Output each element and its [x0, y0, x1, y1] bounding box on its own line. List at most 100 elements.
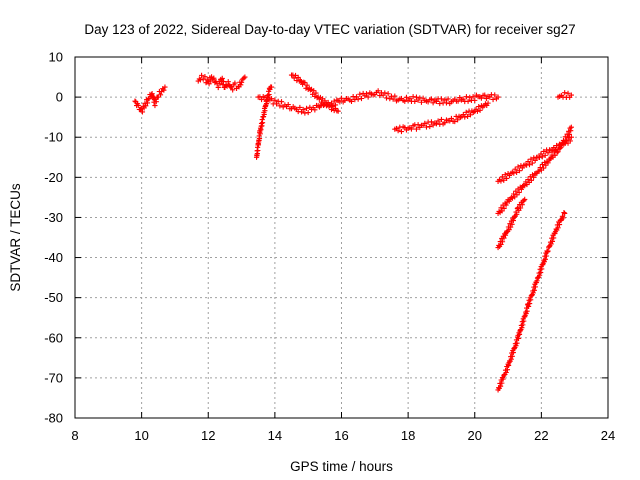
data-point — [266, 91, 272, 98]
data-point — [528, 177, 534, 183]
data-point — [536, 154, 543, 160]
data-point — [529, 160, 535, 166]
data-point — [555, 149, 561, 155]
data-point — [556, 221, 563, 228]
data-point — [539, 154, 545, 160]
data-point — [515, 335, 522, 342]
data-point — [217, 81, 223, 87]
data-point — [568, 92, 574, 98]
data-point — [330, 103, 336, 109]
data-point — [385, 91, 391, 97]
data-point — [538, 270, 544, 276]
data-point — [509, 353, 515, 359]
data-point — [144, 100, 151, 106]
grid — [75, 57, 608, 418]
data-point — [427, 123, 433, 130]
x-tick-label: 16 — [334, 428, 348, 443]
data-point — [538, 151, 544, 157]
data-point — [542, 256, 549, 262]
chart-title: Day 123 of 2022, Sidereal Day-to-day VTE… — [84, 22, 575, 37]
data-point — [498, 205, 504, 211]
data-point — [408, 126, 415, 132]
series-sat-j — [495, 196, 528, 251]
data-point — [502, 172, 508, 178]
data-point — [508, 224, 514, 230]
data-point — [514, 340, 520, 346]
x-tick-label: 8 — [71, 428, 78, 443]
data-point — [428, 119, 435, 125]
data-point — [482, 92, 488, 98]
data-point — [504, 175, 510, 182]
y-axis-label: SDTVAR / TECUs — [8, 183, 23, 292]
plot-frame — [74, 56, 609, 419]
data-point — [328, 106, 335, 113]
data-point — [537, 272, 543, 278]
data-point — [303, 105, 310, 111]
data-point — [508, 194, 514, 201]
data-point — [358, 95, 365, 102]
x-tick-label: 10 — [134, 428, 148, 443]
data-point — [257, 131, 263, 137]
data-point — [335, 108, 341, 114]
series-sat-e — [288, 72, 341, 114]
data-point — [545, 160, 551, 166]
data-point — [467, 94, 473, 100]
data-point — [510, 217, 516, 224]
data-point — [485, 100, 491, 106]
y-tick-label: 10 — [49, 50, 63, 65]
data-point — [413, 94, 420, 100]
data-point — [492, 92, 498, 98]
data-point — [499, 380, 505, 386]
data-point — [503, 369, 509, 376]
series-sat-k — [495, 209, 568, 393]
y-tick-label: -80 — [44, 411, 63, 426]
data-point — [519, 165, 525, 171]
data-point — [392, 93, 398, 99]
series-sat-b — [195, 72, 248, 93]
x-tick-label: 12 — [201, 428, 215, 443]
data-point — [525, 176, 531, 183]
data-point — [455, 98, 461, 104]
data-point — [272, 97, 278, 103]
data-point — [522, 196, 528, 202]
data-point — [531, 287, 537, 293]
data-point — [527, 300, 533, 307]
data-point — [504, 367, 511, 373]
data-point — [238, 79, 245, 85]
data-point — [297, 78, 304, 84]
data-point — [523, 311, 529, 317]
data-point — [530, 290, 536, 296]
data-point — [495, 94, 501, 100]
data-point — [403, 94, 410, 100]
x-axis-label: GPS time / hours — [290, 459, 393, 474]
data-point — [566, 131, 572, 138]
data-point — [465, 113, 471, 120]
data-point — [443, 100, 450, 106]
data-point — [442, 97, 448, 103]
data-point — [382, 90, 388, 96]
y-tick-label: -20 — [44, 170, 63, 185]
data-point — [383, 95, 390, 101]
data-point — [395, 128, 401, 134]
data-point — [259, 120, 266, 126]
series-sat-f — [392, 100, 491, 135]
x-tick-label: 24 — [601, 428, 615, 443]
y-tick-label: -50 — [44, 290, 63, 305]
data-point — [561, 209, 567, 216]
data-point — [499, 174, 505, 180]
data-point — [211, 75, 217, 81]
data-point — [292, 72, 299, 79]
data-point — [327, 102, 333, 108]
data-point — [307, 87, 314, 93]
data-point — [219, 75, 225, 81]
data-point — [232, 80, 238, 86]
data-point — [241, 75, 247, 81]
data-point — [525, 303, 532, 310]
data-point — [442, 120, 448, 126]
data-point — [545, 248, 551, 254]
data-point — [474, 108, 481, 114]
data-point — [549, 238, 556, 245]
data-point — [557, 145, 563, 152]
data-point — [498, 241, 504, 248]
data-point — [143, 103, 149, 109]
